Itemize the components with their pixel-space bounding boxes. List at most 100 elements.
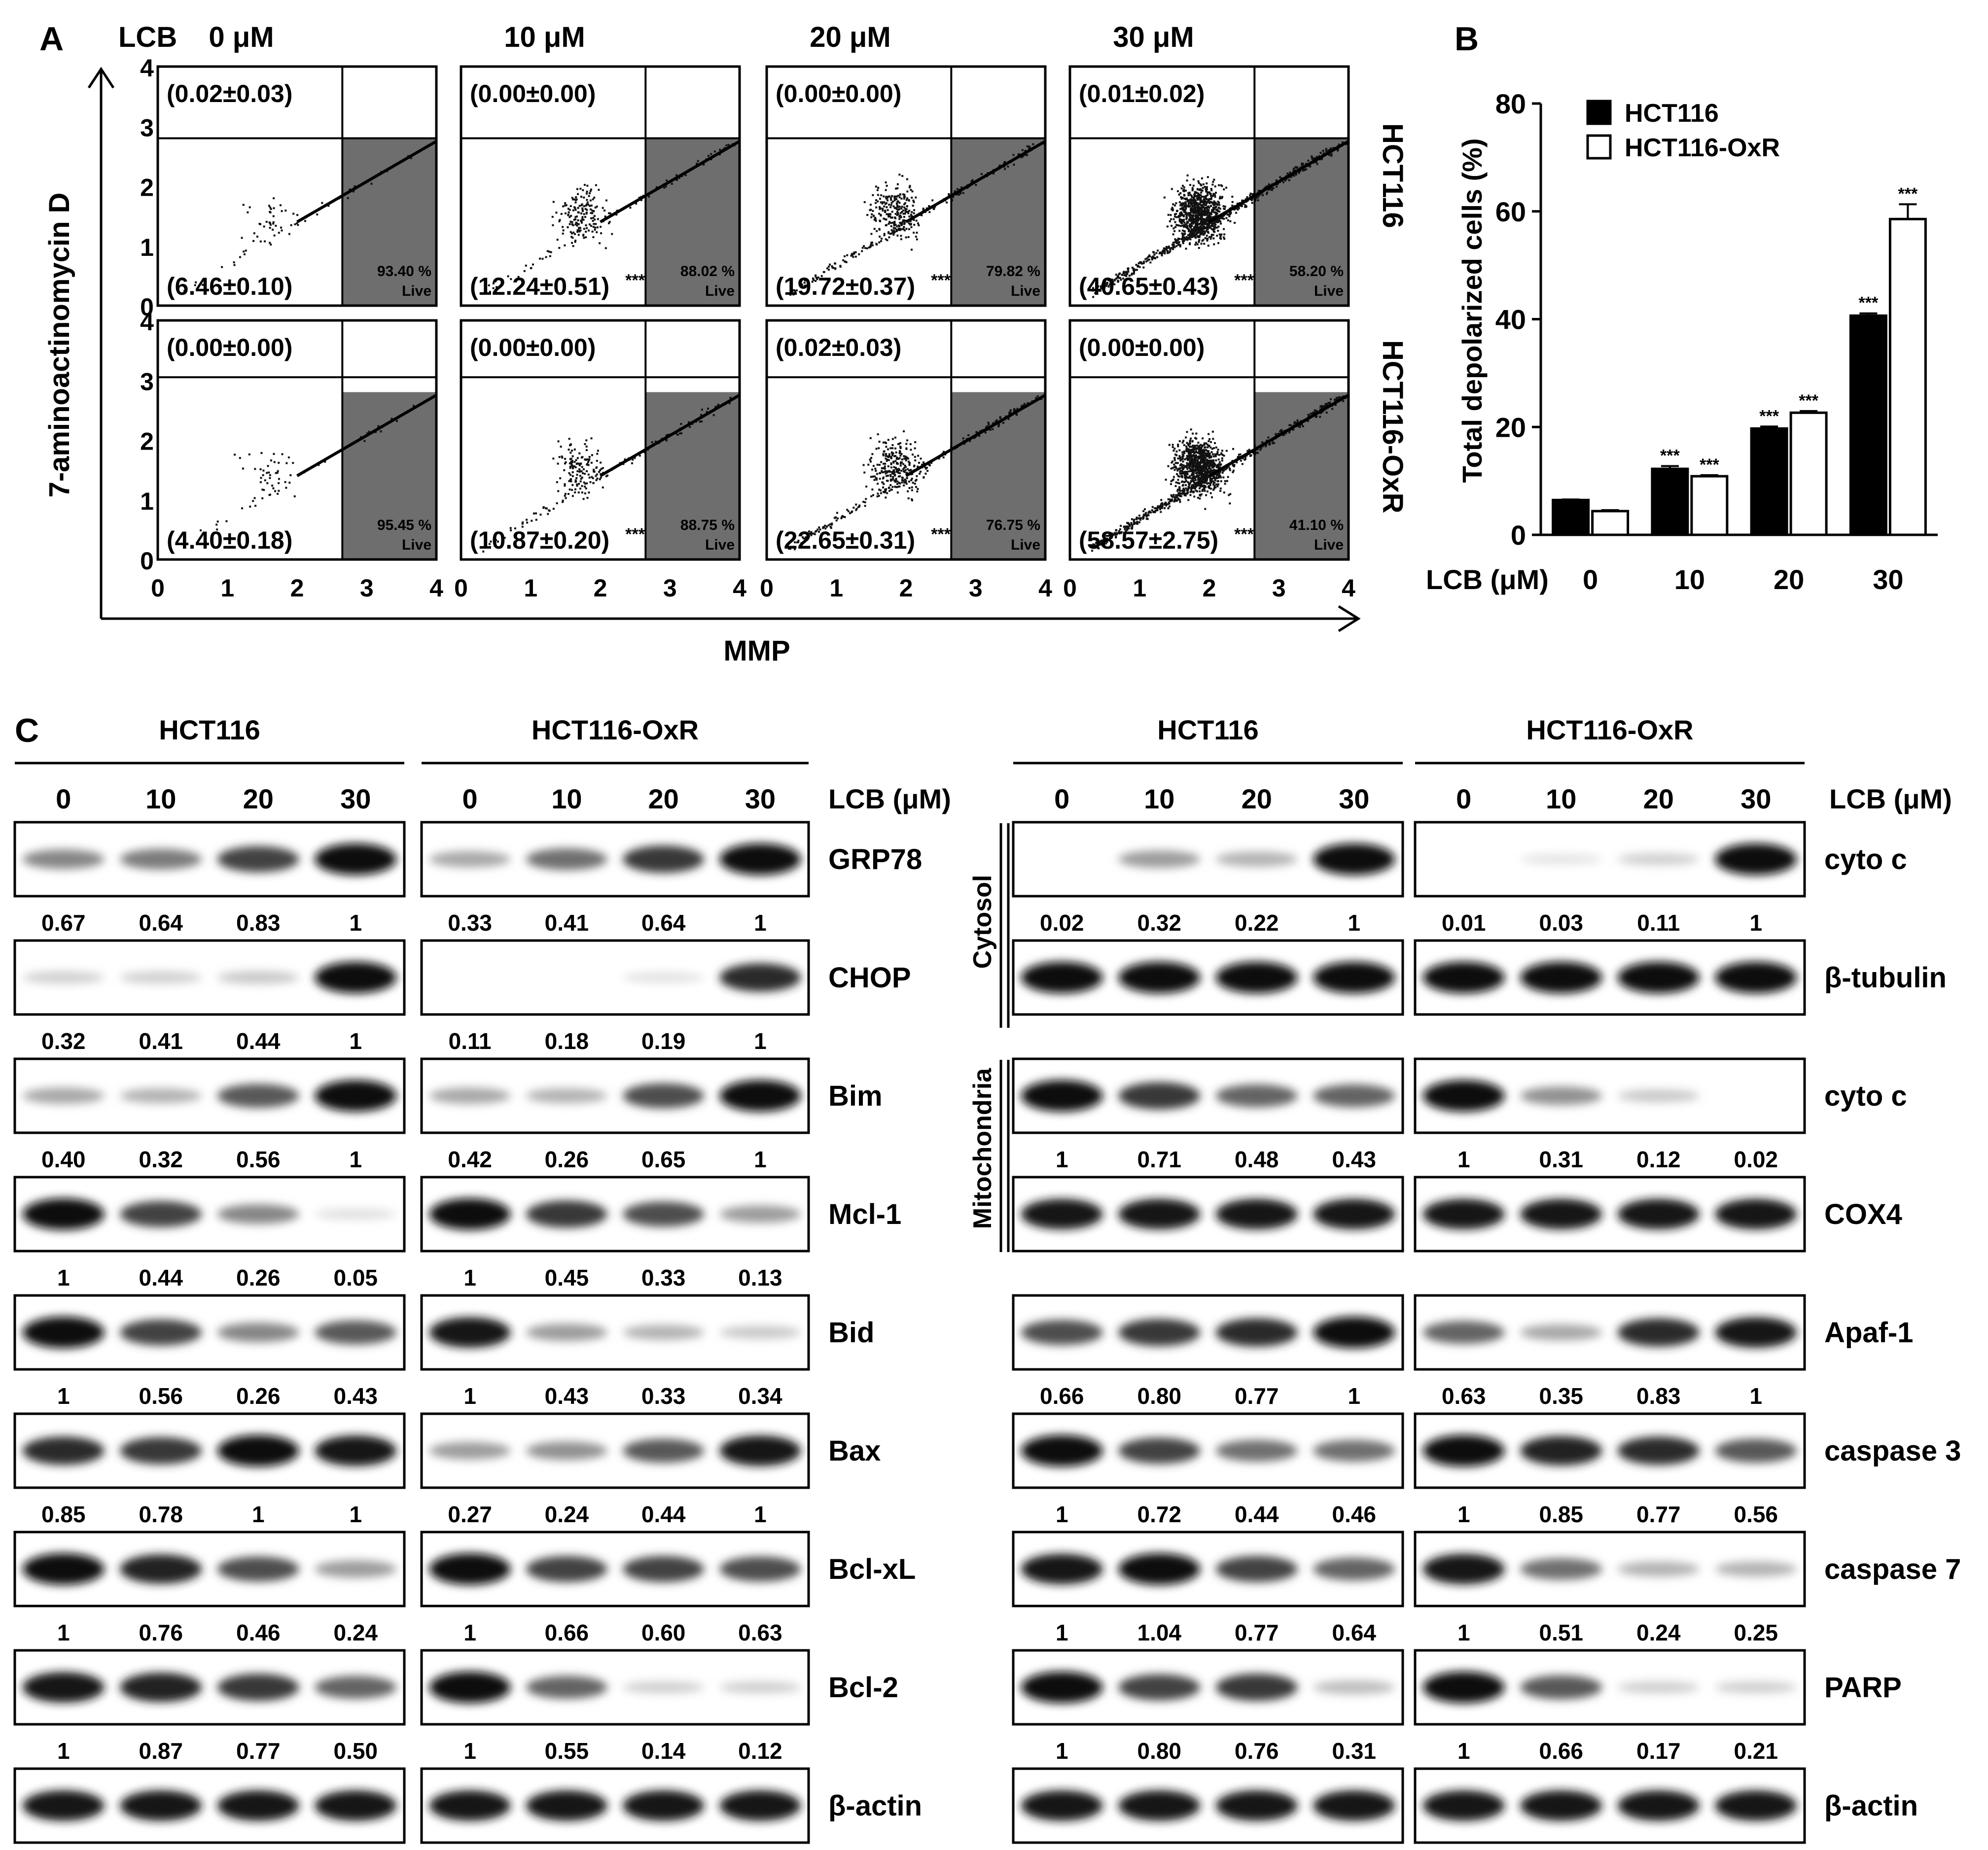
event-dot — [1185, 247, 1187, 250]
event-dot — [591, 454, 593, 456]
event-dot — [862, 464, 865, 466]
live-diagonal — [599, 140, 741, 223]
event-dot — [1181, 454, 1184, 456]
event-dot — [729, 396, 732, 399]
x-tick-label: 1 — [524, 574, 537, 602]
event-dot — [1191, 235, 1193, 237]
event-dot — [292, 462, 294, 464]
event-dot — [1173, 459, 1176, 461]
x-tick-label: 3 — [1272, 574, 1286, 602]
event-dot — [807, 285, 809, 287]
event-dot — [1189, 470, 1192, 472]
event-dot — [564, 492, 567, 495]
event-dot — [1194, 234, 1197, 236]
event-dot — [812, 277, 814, 279]
event-dot — [1187, 199, 1189, 201]
event-dot — [569, 458, 571, 460]
event-dot — [1182, 464, 1185, 466]
event-dot — [910, 213, 912, 216]
blot-GRP78-0 — [13, 821, 406, 898]
event-dot — [679, 432, 681, 435]
blot-band — [1313, 1557, 1395, 1581]
event-dot — [1229, 220, 1232, 222]
lane-label: 0 — [462, 783, 478, 814]
event-dot — [593, 223, 595, 225]
event-dot — [890, 195, 893, 198]
event-dot — [1290, 176, 1292, 178]
event-dot — [820, 275, 823, 277]
event-dot — [1325, 148, 1327, 150]
event-dot — [892, 200, 894, 203]
event-dot — [569, 479, 571, 481]
event-dot — [1188, 477, 1191, 479]
event-dot — [699, 420, 701, 423]
event-dot — [1211, 465, 1213, 468]
event-dot — [1195, 242, 1197, 244]
event-dot — [1190, 480, 1192, 482]
event-dot — [1204, 201, 1207, 204]
event-dot — [576, 474, 578, 476]
event-dot — [1295, 173, 1298, 175]
event-dot — [585, 449, 588, 452]
event-dot — [1103, 538, 1105, 540]
event-dot — [1204, 479, 1207, 482]
band-quant-value: 0.34 — [738, 1383, 782, 1409]
event-dot — [1266, 191, 1269, 194]
blot-band — [217, 1790, 299, 1821]
event-dot — [880, 461, 883, 463]
event-dot — [1238, 207, 1240, 209]
event-dot — [1210, 236, 1212, 238]
event-dot — [904, 202, 907, 205]
event-dot — [1174, 240, 1177, 242]
event-dot — [573, 233, 576, 235]
event-dot — [1202, 220, 1204, 223]
event-dot — [1197, 477, 1200, 479]
event-dot — [893, 223, 895, 225]
event-dot — [893, 220, 896, 223]
event-dot — [959, 191, 962, 194]
event-dot — [1172, 244, 1174, 246]
event-dot — [1170, 247, 1172, 249]
event-dot — [568, 489, 571, 491]
event-dot — [873, 479, 876, 481]
x-tick-label: 3 — [969, 574, 983, 602]
band-quant-value: 0.27 — [448, 1501, 492, 1527]
blot-band — [1617, 1436, 1700, 1465]
x-tick-label: 4 — [429, 574, 443, 602]
band-quant-value: 0.35 — [1539, 1383, 1583, 1409]
event-dot — [1185, 218, 1188, 220]
event-dot — [631, 462, 633, 464]
blot-band — [1313, 1084, 1395, 1108]
event-dot — [898, 215, 901, 218]
event-dot — [903, 226, 905, 228]
event-dot — [834, 267, 837, 270]
event-dot — [582, 218, 585, 221]
event-dot — [1201, 467, 1203, 470]
event-dot — [1133, 522, 1136, 524]
event-dot — [1193, 490, 1195, 493]
y-tick-label: 0 — [140, 293, 154, 321]
event-dot — [904, 464, 906, 467]
event-dot — [590, 217, 593, 219]
event-dot — [911, 499, 914, 502]
event-dot — [1332, 147, 1335, 149]
event-dot — [1200, 184, 1203, 187]
event-dot — [813, 532, 815, 535]
blot-Mcl-1-1 — [420, 1176, 810, 1253]
event-dot — [556, 239, 559, 241]
event-dot — [1280, 431, 1282, 433]
event-dot — [1309, 165, 1311, 168]
event-dot — [713, 150, 716, 153]
blot-band — [22, 1317, 105, 1348]
event-dot — [1122, 278, 1124, 280]
event-dot — [1275, 433, 1278, 436]
event-dot — [1185, 450, 1188, 453]
event-dot — [194, 284, 196, 286]
event-dot — [288, 233, 290, 235]
event-dot — [1223, 454, 1225, 457]
event-dot — [1178, 193, 1180, 196]
event-dot — [1213, 202, 1215, 204]
event-dot — [869, 458, 871, 461]
band-quant-value: 1 — [463, 1620, 476, 1645]
event-dot — [1211, 460, 1213, 462]
